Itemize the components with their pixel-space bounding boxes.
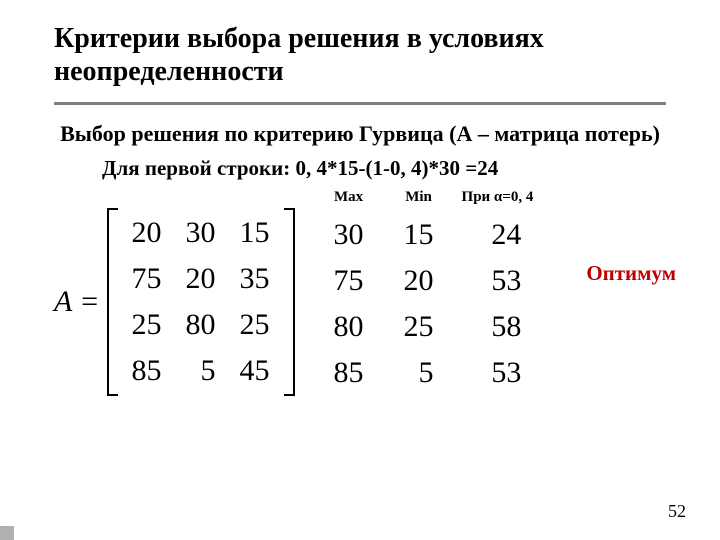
- formula-line: Для первой строки: 0, 4*15-(1-0, 4)*30 =…: [54, 156, 666, 181]
- column-header: Max: [314, 189, 384, 212]
- slide-title: Критерии выбора решения в условиях неопр…: [54, 22, 666, 88]
- criteria-cell: 53: [454, 258, 542, 304]
- criteria-cell: 24: [454, 212, 542, 258]
- column-header: При α=0, 4: [454, 189, 542, 212]
- matrix-cell: 20: [174, 256, 228, 302]
- criteria-columns: MaxMinПри α=0, 4 301524 752053 802558 85553: [314, 189, 542, 396]
- matrix-cell: 45: [228, 348, 282, 394]
- optimum-label: Оптимум: [586, 261, 676, 286]
- matrix-table: 20301575203525802585545: [120, 210, 282, 394]
- matrix-cell: 30: [174, 210, 228, 256]
- criteria-cell: 75: [314, 258, 384, 304]
- matrix-cell: 20: [120, 210, 174, 256]
- criteria-cell: 80: [314, 304, 384, 350]
- matrix-label: A =: [54, 285, 100, 319]
- matrix-cell: 25: [120, 302, 174, 348]
- matrix-cell: 25: [228, 302, 282, 348]
- matrix-cell: 85: [120, 348, 174, 394]
- criteria-cell: 15: [384, 212, 454, 258]
- matrix-cell: 15: [228, 210, 282, 256]
- matrix-block: A = 20301575203525802585545: [54, 207, 296, 397]
- matrix-cell: 80: [174, 302, 228, 348]
- criteria-cell: 58: [454, 304, 542, 350]
- criteria-cell: 25: [384, 304, 454, 350]
- criteria-cell: 20: [384, 258, 454, 304]
- matrix-cell: 35: [228, 256, 282, 302]
- right-bracket-icon: [282, 207, 296, 397]
- slide-subtitle: Выбор решения по критерию Гурвица (А – м…: [54, 121, 666, 148]
- left-bracket-icon: [106, 207, 120, 397]
- content-row: A = 20301575203525802585545 MaxMinПри α=…: [54, 189, 666, 397]
- criteria-cell: 30: [314, 212, 384, 258]
- matrix-cell: 75: [120, 256, 174, 302]
- page-number: 52: [668, 501, 686, 522]
- criteria-cell: 53: [454, 350, 542, 396]
- corner-square-icon: [0, 526, 14, 540]
- column-header: Min: [384, 189, 454, 212]
- divider: [54, 102, 666, 105]
- criteria-cell: 5: [384, 350, 454, 396]
- matrix-cell: 5: [174, 348, 228, 394]
- criteria-cell: 85: [314, 350, 384, 396]
